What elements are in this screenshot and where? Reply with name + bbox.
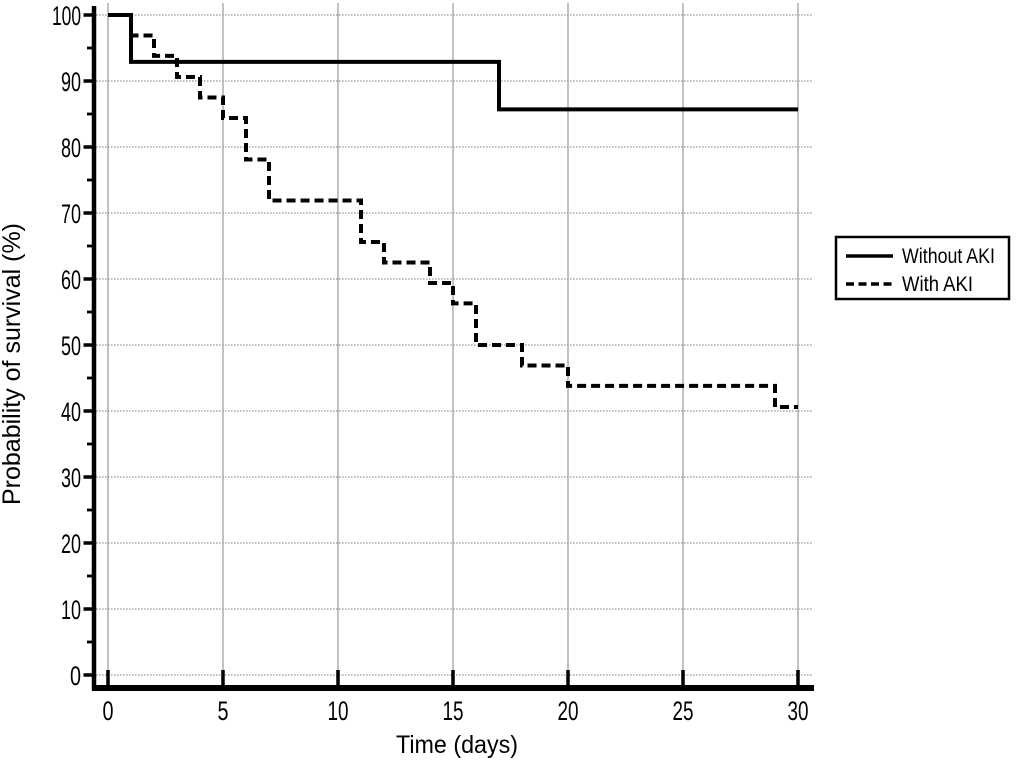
x-tick-label: 30 (788, 696, 809, 726)
y-tick-label: 100 (52, 1, 81, 31)
x-tick-label: 5 (218, 696, 229, 726)
y-tick-label: 60 (61, 265, 81, 295)
legend: Without AKI With AKI (834, 235, 1011, 301)
y-tick-label: 20 (61, 529, 81, 559)
y-tick-label: 90 (61, 67, 81, 97)
y-axis-title: Probability of survival (%) (0, 223, 26, 505)
x-tick-label: 25 (673, 696, 694, 726)
y-tick-label: 0 (70, 661, 81, 691)
axis-ticks (83, 13, 800, 687)
x-tick-label: 10 (328, 696, 349, 726)
y-tick-label: 30 (61, 463, 81, 493)
x-tick-label: 0 (103, 696, 114, 726)
x-tick-labels: 0 5 10 15 20 25 30 (103, 696, 809, 726)
legend-box (834, 235, 1011, 301)
y-tick-label: 80 (61, 133, 81, 163)
y-tick-label: 40 (61, 397, 81, 427)
survival-curve-without-aki (108, 13, 798, 112)
horizontal-gridlines (96, 14, 812, 676)
legend-label-with-aki: With AKI (902, 273, 973, 296)
y-tick-label: 70 (61, 199, 81, 229)
survival-curves (108, 13, 798, 410)
y-tick-label: 10 (61, 595, 81, 625)
x-tick-label: 15 (443, 696, 464, 726)
survival-curve-with-aki (108, 13, 798, 410)
legend-label-without-aki: Without AKI (902, 245, 995, 268)
x-axis-title: Time (days) (396, 731, 518, 759)
x-tick-label: 20 (558, 696, 579, 726)
y-tick-label: 50 (61, 331, 81, 361)
